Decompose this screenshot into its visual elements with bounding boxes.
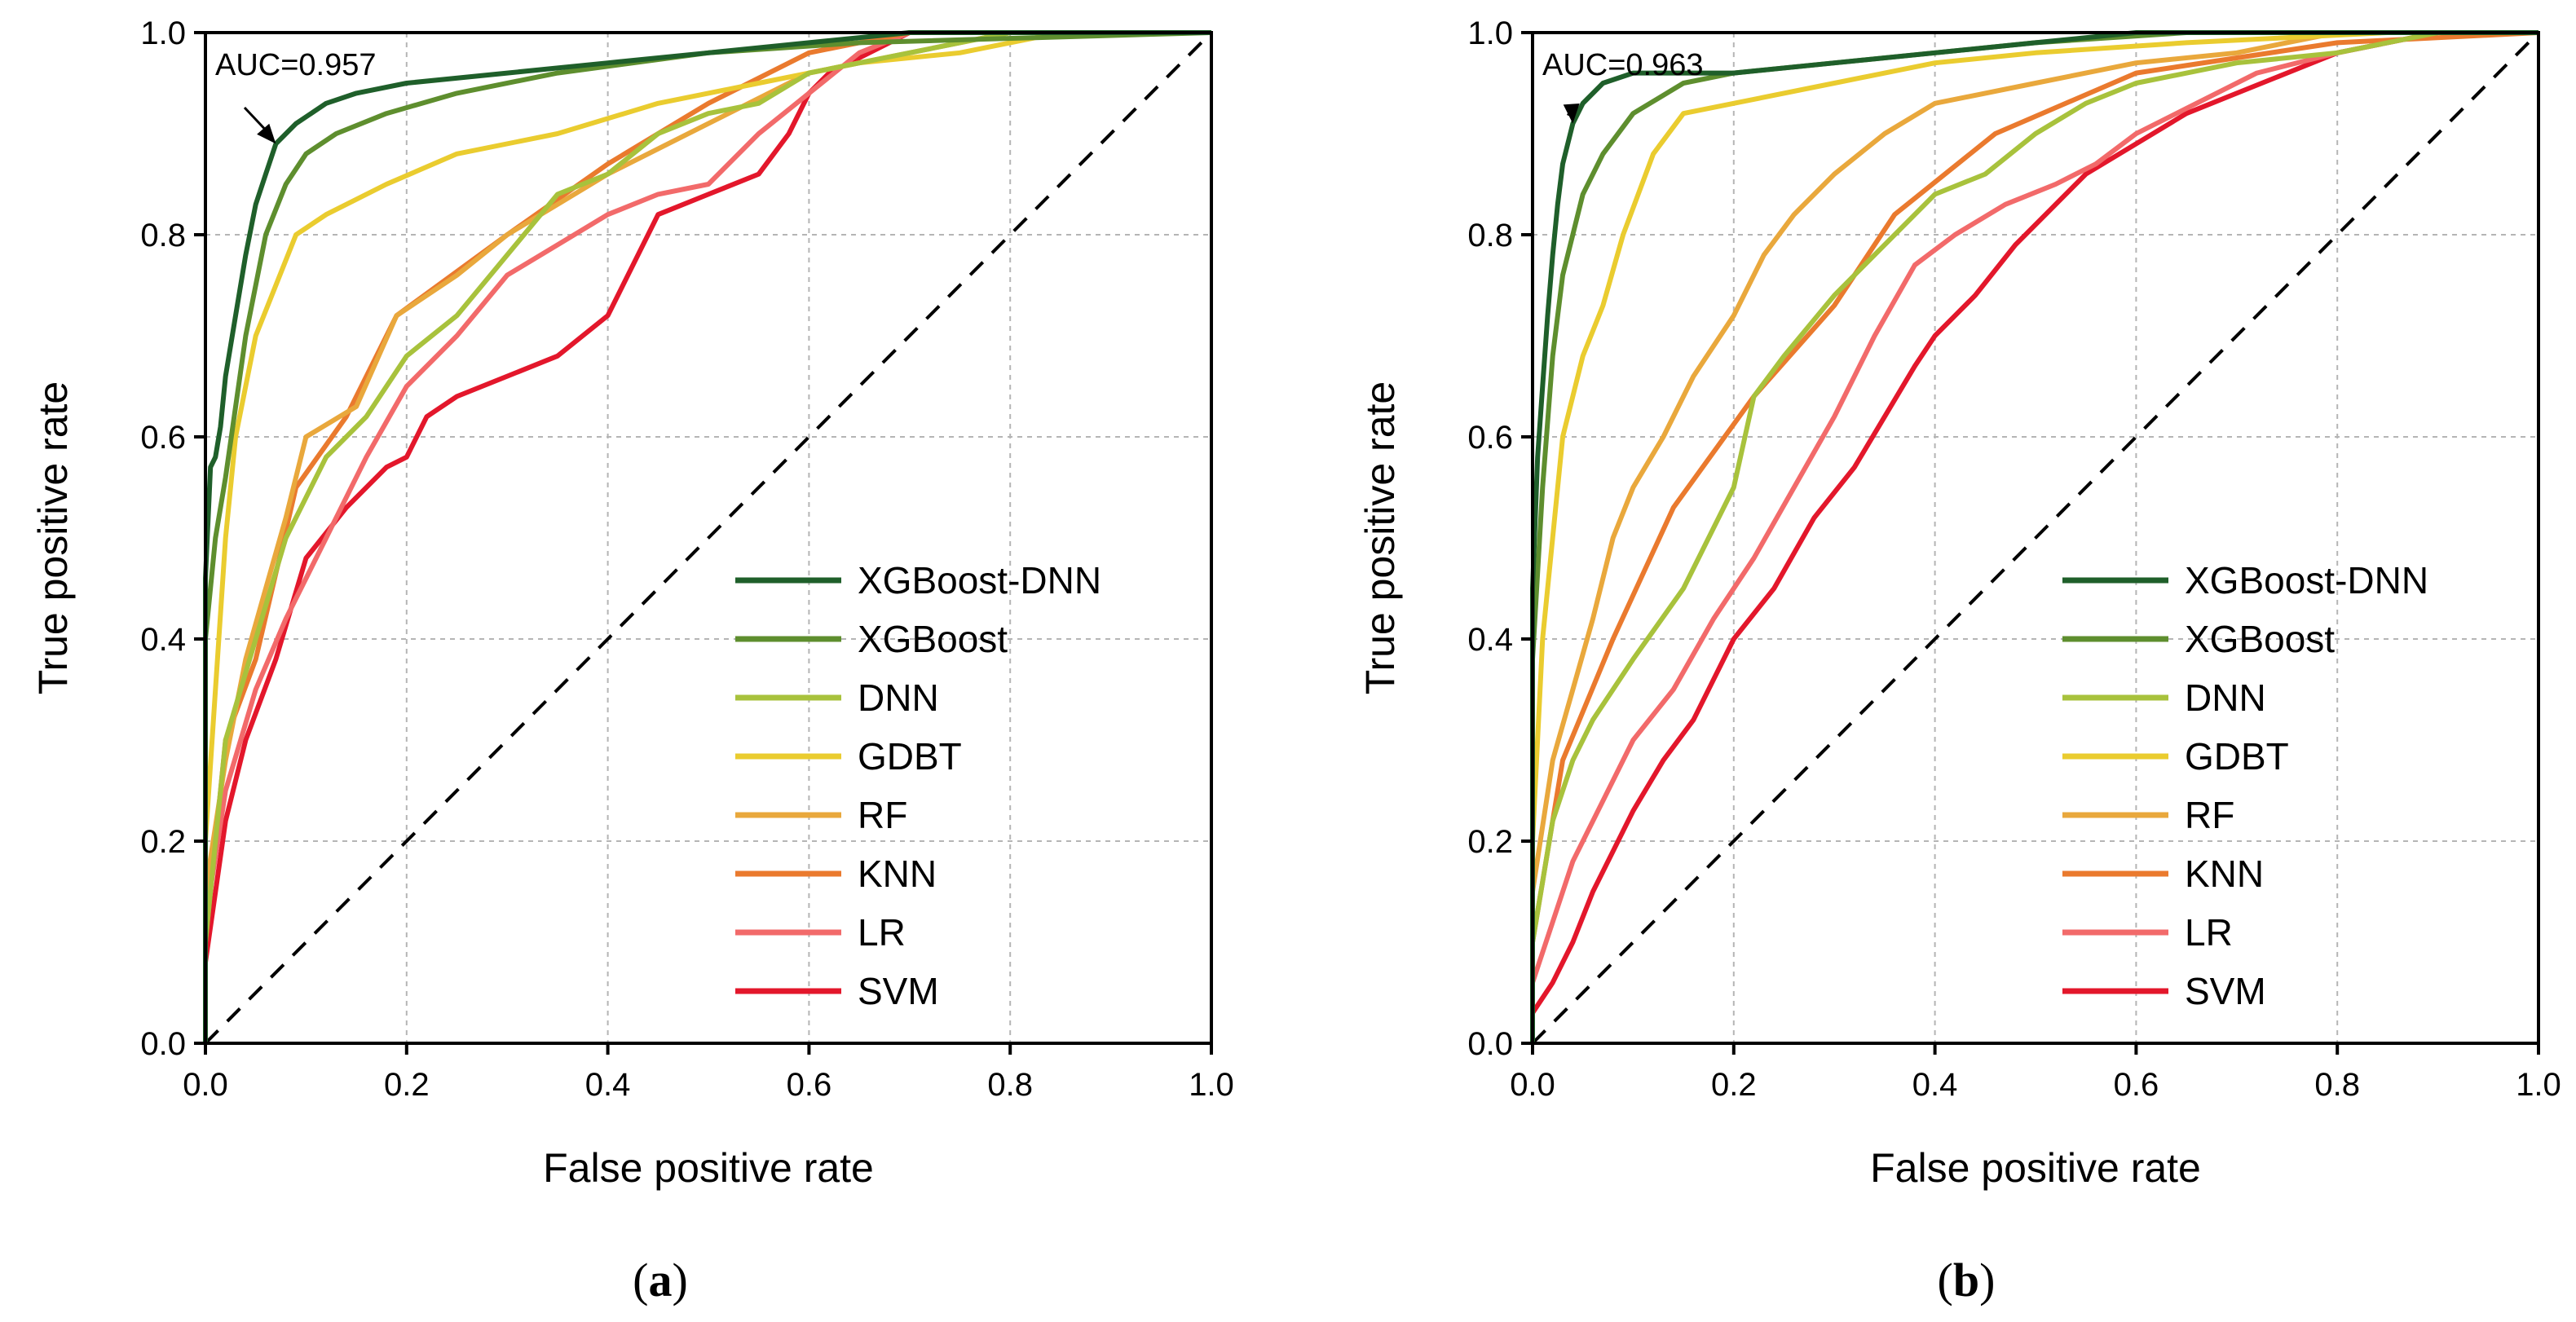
roc-curve-gdbt — [1530, 30, 2539, 1043]
panel-label-b-letter: b — [1953, 1254, 1979, 1307]
y-axis-label: True positive rate — [30, 381, 76, 694]
x-tick-label: 0.6 — [2114, 1067, 2159, 1103]
x-axis-label: False positive rate — [543, 1145, 874, 1191]
y-tick-label: 0.8 — [1467, 218, 1513, 253]
x-tick-label: 0.2 — [1711, 1067, 1757, 1103]
x-axis-label: False positive rate — [1870, 1145, 2201, 1191]
x-tick-label: 0.6 — [787, 1067, 832, 1103]
roc-curve-knn — [1530, 30, 2539, 1043]
legend-label-knn: KNN — [858, 853, 937, 895]
legend-label-rf: RF — [858, 794, 907, 836]
legend-label-dnn: DNN — [2185, 676, 2266, 719]
roc-curve-dnn — [203, 30, 1211, 1043]
legend-label-lr: LR — [858, 911, 906, 954]
y-tick-label: 0.6 — [140, 420, 186, 456]
roc-panel-b: 0.0 0.2 0.4 0.6 0.8 1.0 0.0 0.2 0.4 0.6 0.8 1.0 Fals… — [1357, 15, 2561, 1191]
auc-annotation: AUC=0.957 — [215, 48, 377, 82]
roc-curve-rf — [1530, 30, 2539, 1043]
y-tick-label: 0.4 — [1467, 622, 1513, 658]
legend-label-xgboost-dnn: XGBoost-DNN — [858, 559, 1101, 602]
legend-label-dnn: DNN — [858, 676, 939, 719]
annotation-arrow-head — [1563, 103, 1580, 124]
x-tick-label: 1.0 — [1189, 1067, 1234, 1103]
x-tick-label: 0.0 — [183, 1067, 228, 1103]
y-axis-label: True positive rate — [1357, 381, 1403, 694]
chance-diagonal-line — [1531, 31, 2540, 1045]
legend-label-rf: RF — [2185, 794, 2234, 836]
y-tick-label: 0.4 — [140, 622, 186, 658]
legend-label-gdbt: GDBT — [858, 735, 962, 778]
legend-label-lr: LR — [2185, 911, 2233, 954]
plot-frame — [1531, 31, 2540, 1045]
roc-curve-dnn — [1530, 30, 2539, 1043]
y-tick-label: 0.6 — [1467, 420, 1513, 456]
x-tick-label: 1.0 — [2516, 1067, 2561, 1103]
x-tick-label: 0.4 — [1912, 1067, 1958, 1103]
panel-label-a-letter: a — [649, 1254, 673, 1307]
annotation-arrow-head — [257, 123, 276, 144]
x-tick-label: 0.8 — [2314, 1067, 2360, 1103]
panel-label-b: (b) — [1938, 1254, 1996, 1307]
y-tick-label: 0.0 — [1467, 1026, 1513, 1062]
legend-label-gdbt: GDBT — [2185, 735, 2289, 778]
x-tick-label: 0.0 — [1510, 1067, 1555, 1103]
roc-curve-xgboost-dnn — [203, 30, 1211, 1043]
legend-label-xgboost-dnn: XGBoost-DNN — [2185, 559, 2428, 602]
y-tick-label: 0.2 — [1467, 824, 1513, 860]
x-tick-label: 0.8 — [987, 1067, 1033, 1103]
legend-label-xgboost: XGBoost — [858, 618, 1008, 660]
x-tick-label: 0.4 — [585, 1067, 631, 1103]
roc-curve-xgboost-dnn — [1530, 30, 2539, 1043]
legend-label-svm: SVM — [2185, 970, 2266, 1012]
legend-label-xgboost: XGBoost — [2185, 618, 2335, 660]
chance-diagonal-line — [204, 31, 1213, 1045]
y-tick-label: 1.0 — [1467, 15, 1513, 51]
y-tick-label: 1.0 — [140, 15, 186, 51]
roc-panel-a: 0.0 0.2 0.4 0.6 0.8 1.0 0.0 0.2 0.4 0.6 0.8 1.0 Fals… — [30, 15, 1234, 1191]
y-tick-label: 0.8 — [140, 218, 186, 253]
panel-label-a: (a) — [633, 1254, 688, 1307]
x-tick-label: 0.2 — [384, 1067, 430, 1103]
legend-label-knn: KNN — [2185, 853, 2264, 895]
plot-frame — [204, 31, 1213, 1045]
roc-curve-svm — [203, 30, 1211, 1043]
roc-curve-svm — [1530, 30, 2539, 1043]
auc-annotation: AUC=0.963 — [1542, 48, 1704, 82]
legend-label-svm: SVM — [858, 970, 939, 1012]
roc-curve-lr — [203, 30, 1211, 1043]
roc-curve-lr — [1530, 30, 2539, 1043]
y-tick-label: 0.2 — [140, 824, 186, 860]
y-tick-label: 0.0 — [140, 1026, 186, 1062]
